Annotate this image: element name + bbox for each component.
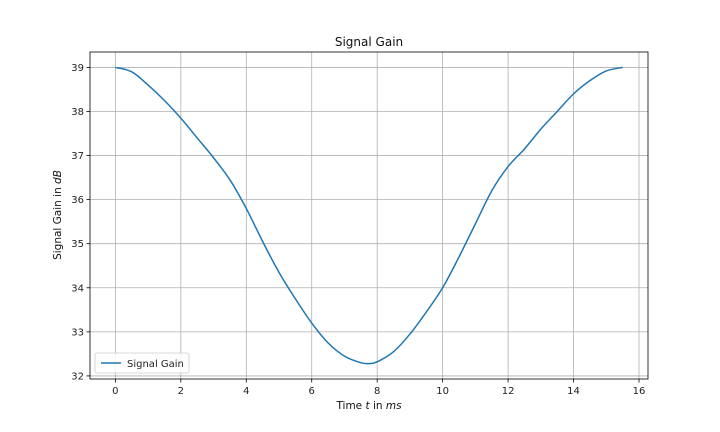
x-tick-label: 2	[178, 386, 184, 397]
x-tick-label: 12	[502, 386, 515, 397]
x-tick-label: 0	[112, 386, 118, 397]
plot-frame	[89, 51, 649, 380]
legend: Signal Gain	[94, 352, 190, 374]
x-tick-label: 4	[243, 386, 249, 397]
y-tick-label: 35	[71, 239, 84, 250]
series-line-signal-gain	[115, 66, 623, 365]
x-tick-label: 6	[309, 386, 315, 397]
grid	[90, 52, 648, 379]
y-tick-label: 32	[71, 371, 84, 382]
chart-title: Signal Gain	[335, 35, 403, 49]
y-tick-label: 37	[71, 151, 84, 162]
x-tick-label: 16	[633, 386, 646, 397]
legend-label: Signal Gain	[127, 359, 184, 370]
y-tick-label: 39	[71, 63, 84, 74]
series-layer	[115, 66, 623, 365]
y-tick-label: 33	[71, 327, 84, 338]
x-axis-label: Time t in ms	[335, 400, 402, 412]
y-tick-label: 38	[71, 107, 84, 118]
y-axis-label: Signal Gain in dB	[52, 170, 64, 260]
x-tick-label: 8	[374, 386, 380, 397]
x-tick-label: 10	[436, 386, 449, 397]
y-tick-label: 34	[71, 283, 84, 294]
axis-ticks: 0 2 4 6 8 10 12 14 16 32 33 34 35 36 37 38 39	[71, 63, 645, 397]
x-tick-label: 14	[567, 386, 580, 397]
legend-box	[94, 352, 190, 374]
y-tick-label: 36	[71, 195, 84, 206]
